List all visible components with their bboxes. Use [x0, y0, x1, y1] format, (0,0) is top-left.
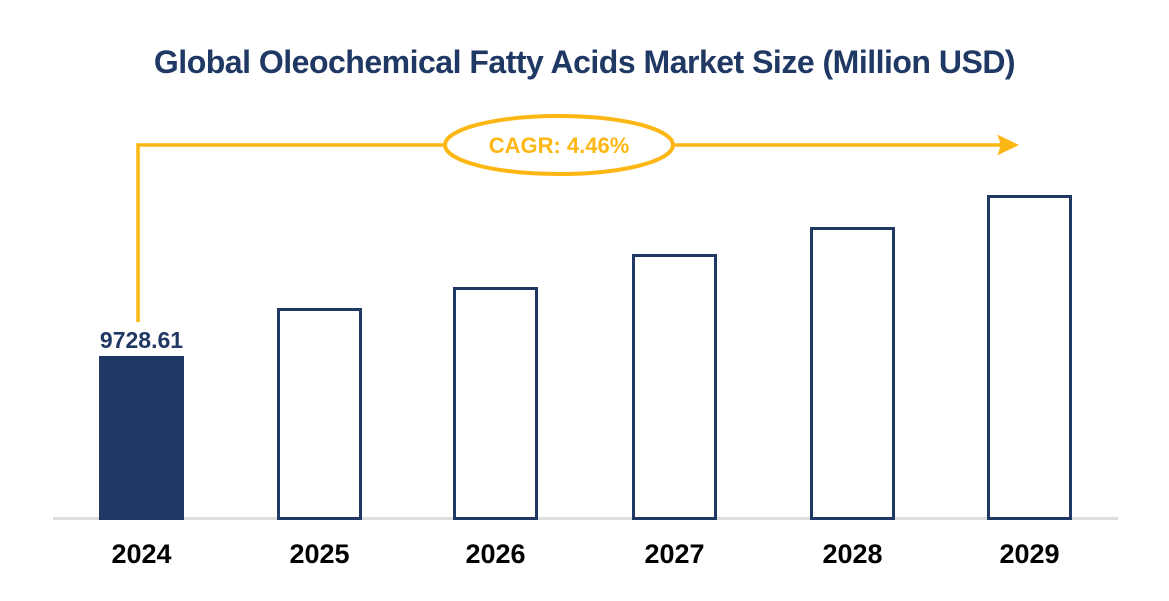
chart-title: Global Oleochemical Fatty Acids Market S…	[153, 44, 1016, 80]
bar-2028	[810, 227, 895, 520]
cagr-label: CAGR: 4.46%	[489, 133, 630, 158]
x-axis-line	[53, 517, 1118, 520]
bar-2024	[99, 356, 184, 520]
x-axis-label-2024: 2024	[111, 539, 172, 569]
x-axis-label-2028: 2028	[822, 539, 883, 569]
bar-2026	[453, 287, 538, 520]
cagr-ellipse	[443, 114, 675, 176]
bar-value-label-2024: 9728.61	[99, 327, 184, 353]
bar-2027	[632, 254, 717, 520]
x-axis-label-2026: 2026	[465, 539, 526, 569]
arrowhead-icon	[997, 134, 1019, 156]
bar-2029	[987, 195, 1072, 520]
x-axis-label-2025: 2025	[289, 539, 350, 569]
bar-2025	[277, 308, 362, 520]
x-axis-label-2027: 2027	[644, 539, 705, 569]
x-axis-label-2029: 2029	[999, 539, 1060, 569]
